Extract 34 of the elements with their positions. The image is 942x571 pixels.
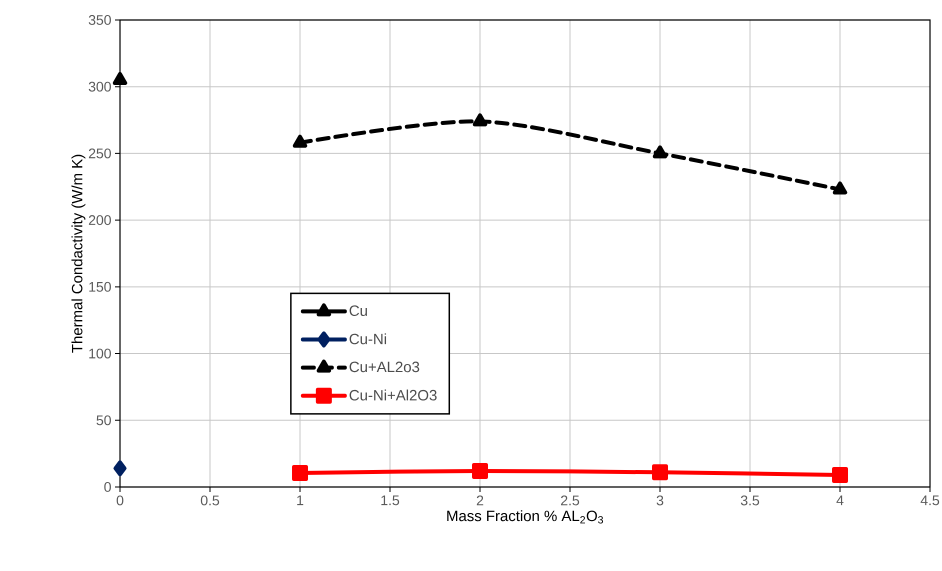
x-tick-label: 3 (656, 495, 664, 506)
y-tick-label: 50 (96, 415, 111, 426)
x-tick-label: 1.5 (381, 496, 400, 506)
y-tick-label: 200 (88, 215, 111, 226)
point (832, 181, 848, 194)
x-tick-label: 1 (297, 496, 304, 506)
y-tick-label: 0 (104, 482, 111, 492)
x-tick-label: 2 (476, 495, 484, 506)
y-tick-label: 150 (89, 282, 111, 292)
x-tick-label: 3.5 (740, 495, 760, 506)
x-tick-label: 4.5 (920, 496, 940, 506)
y-tick-label: 300 (88, 82, 111, 92)
point (652, 145, 668, 158)
point (472, 462, 488, 479)
legend-label: Cu (350, 305, 367, 316)
y-tick-label: 250 (88, 148, 111, 158)
y-axis-title: Thermal Condactivity (W/m K) (71, 154, 86, 353)
y-tick-label: 350 (88, 15, 111, 25)
x-tick-label: 4 (836, 496, 844, 506)
x-tick-label: 0.5 (200, 495, 220, 506)
point (114, 460, 127, 476)
point (472, 113, 488, 126)
point (292, 464, 308, 481)
legend-label: Cu-Ni+Al2O3 (350, 390, 437, 401)
point (292, 134, 308, 148)
x-tick-label: 0 (116, 495, 124, 506)
legend-label: Cu-Ni (350, 333, 386, 344)
point (832, 466, 848, 483)
legend-label: Cu+AL2o3 (350, 362, 420, 372)
point (652, 464, 668, 480)
x-axis-title: Mass Fraction % AL$_{2}$O$_{3}$ (447, 510, 604, 524)
y-tick-label: 100 (89, 348, 111, 358)
x-tick-label: 2.5 (561, 495, 580, 506)
point (112, 72, 128, 86)
